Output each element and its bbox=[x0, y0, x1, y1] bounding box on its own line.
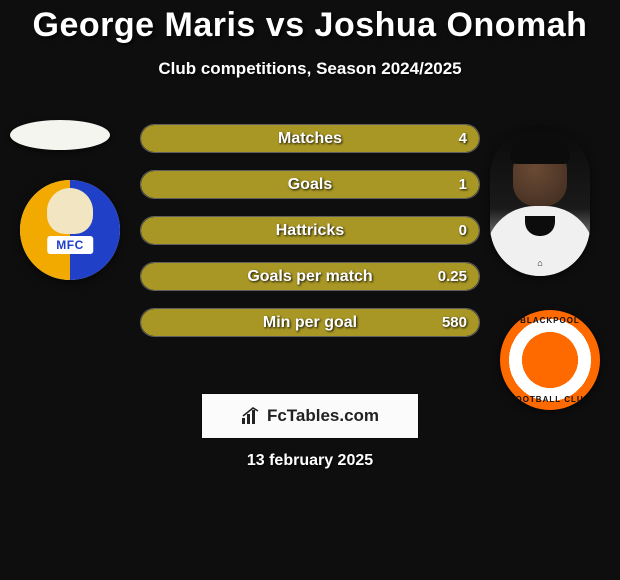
stat-bar: Matches 4 bbox=[140, 124, 480, 153]
club-crest-left: MFC bbox=[20, 180, 120, 280]
stat-bar-value: 580 bbox=[442, 309, 467, 336]
stat-bar-value: 0 bbox=[459, 217, 467, 244]
player-right-hair bbox=[510, 132, 570, 164]
crest-right-inner-icon bbox=[519, 329, 581, 391]
page-title: George Maris vs Joshua Onomah bbox=[0, 0, 620, 45]
player-right-kit-logo: ⌂ bbox=[537, 258, 542, 268]
stat-bar-label: Goals per match bbox=[141, 263, 479, 290]
crest-right-bot-text: FOOTBALL CLUB bbox=[500, 395, 600, 404]
stat-bar-value: 4 bbox=[459, 125, 467, 152]
stat-bar-label: Matches bbox=[141, 125, 479, 152]
source-attribution: FcTables.com bbox=[202, 394, 418, 438]
stat-bar-value: 1 bbox=[459, 171, 467, 198]
page-subtitle: Club competitions, Season 2024/2025 bbox=[0, 59, 620, 79]
stat-bar: Goals per match 0.25 bbox=[140, 262, 480, 291]
crest-right-top-text: BLACKPOOL bbox=[500, 316, 600, 325]
crest-left-stag-icon bbox=[47, 188, 93, 234]
crest-left-code: MFC bbox=[47, 236, 93, 254]
stat-bar: Hattricks 0 bbox=[140, 216, 480, 245]
stat-bar-value: 0.25 bbox=[438, 263, 467, 290]
source-label: FcTables.com bbox=[267, 406, 379, 426]
generated-date: 13 february 2025 bbox=[0, 452, 620, 470]
stat-bar-label: Hattricks bbox=[141, 217, 479, 244]
player-right-photo: ⌂ bbox=[490, 126, 590, 276]
club-crest-right: BLACKPOOL FOOTBALL CLUB bbox=[500, 310, 600, 410]
stat-bar-label: Goals bbox=[141, 171, 479, 198]
stat-bar-label: Min per goal bbox=[141, 309, 479, 336]
stat-bar: Goals 1 bbox=[140, 170, 480, 199]
stat-bar: Min per goal 580 bbox=[140, 308, 480, 337]
stat-bars: Matches 4 Goals 1 Hattricks 0 Goals per … bbox=[140, 124, 480, 354]
player-left-placeholder bbox=[10, 120, 110, 150]
chart-icon bbox=[241, 406, 261, 426]
